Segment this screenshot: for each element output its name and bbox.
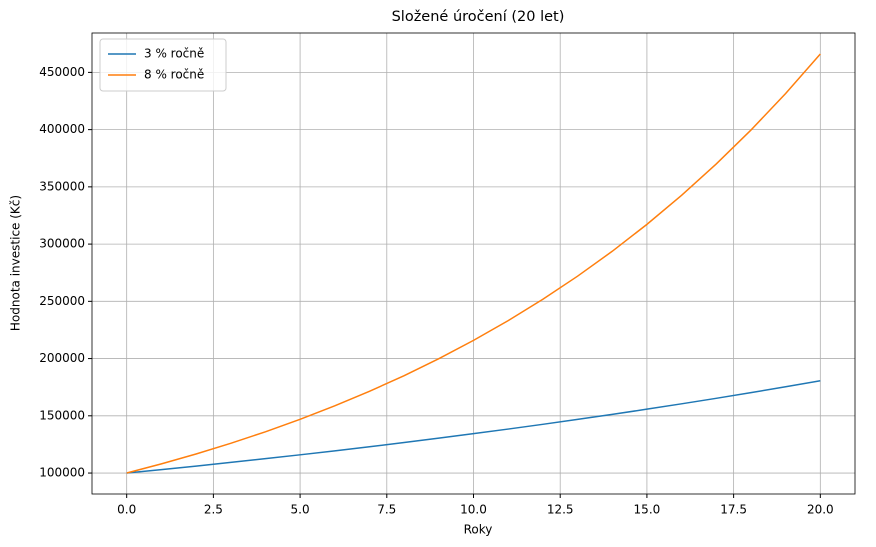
y-tick-label: 450000 — [39, 65, 85, 79]
x-tick-label: 5.0 — [291, 503, 310, 517]
legend-box — [99, 38, 227, 92]
x-tick-label: 15.0 — [634, 503, 661, 517]
x-tick-label: 17.5 — [720, 503, 747, 517]
y-tick-label: 250000 — [39, 294, 85, 308]
x-tick-label: 2.5 — [204, 503, 223, 517]
y-tick-label: 200000 — [39, 351, 85, 365]
y-tick-label: 150000 — [39, 408, 85, 422]
x-tick-label: 20.0 — [807, 503, 834, 517]
y-tick-label: 400000 — [39, 122, 85, 136]
x-tick-label: 12.5 — [547, 503, 574, 517]
y-tick-label: 300000 — [39, 237, 85, 251]
y-axis-label: Hodnota investice (Kč) — [9, 195, 23, 331]
x-tick-label: 0.0 — [117, 503, 136, 517]
x-axis-label: Roky — [464, 523, 493, 537]
x-tick-label: 10.0 — [460, 503, 487, 517]
axes-frame — [91, 32, 856, 495]
line-series — [126, 380, 821, 474]
line-series — [126, 53, 821, 474]
legend-label: 3 % ročně — [144, 47, 204, 61]
chart-title: Složené úročení (20 let) — [392, 9, 565, 25]
y-tick-label: 100000 — [39, 466, 85, 480]
y-tick-label: 350000 — [39, 179, 85, 193]
x-tick-label: 7.5 — [377, 503, 396, 517]
legend-label: 8 % ročně — [144, 68, 204, 82]
